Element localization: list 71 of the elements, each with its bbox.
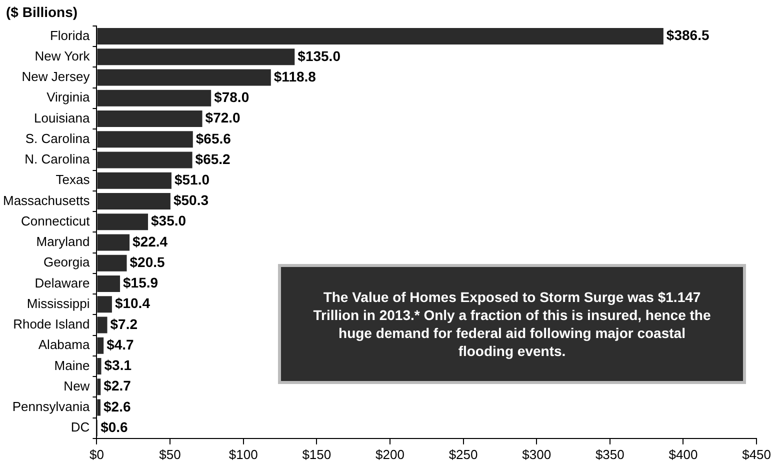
y-tick-label: New York: [34, 48, 90, 64]
y-tick-label: N. Carolina: [24, 152, 90, 167]
data-label: $50.3: [173, 192, 209, 208]
x-tick-label: $300: [522, 446, 552, 462]
bar: [97, 193, 170, 210]
data-label: $51.0: [174, 172, 210, 188]
y-tick-label: Texas: [56, 172, 90, 188]
bar: [97, 152, 192, 168]
data-label: $72.0: [205, 110, 241, 126]
bar: [97, 110, 202, 128]
data-label: $22.4: [132, 233, 168, 250]
bar: [97, 254, 127, 272]
data-label: $20.5: [130, 254, 166, 270]
y-tick-label: DC: [70, 420, 90, 435]
x-tick-label: $400: [668, 446, 698, 462]
data-label: $35.0: [151, 212, 186, 229]
x-tick-label: $250: [448, 446, 478, 462]
x-tick-label: $50: [159, 446, 181, 462]
x-tick-label: $0: [89, 446, 104, 462]
bar: [97, 69, 271, 86]
y-tick-label: Maine: [54, 358, 90, 373]
data-label: $2.7: [104, 378, 132, 394]
bar: [97, 28, 664, 45]
y-tick-label: Florida: [50, 28, 90, 43]
data-label: $3.1: [104, 357, 132, 374]
x-tick-label: $100: [228, 446, 258, 462]
data-label: $7.2: [110, 316, 138, 332]
data-label: $118.8: [274, 68, 316, 84]
y-tick-label: Georgia: [43, 254, 90, 270]
data-label: $10.4: [114, 295, 150, 312]
y-tick-label: New Jersey: [22, 69, 90, 84]
data-label: $2.6: [104, 398, 131, 414]
y-tick-label: Mississippi: [26, 296, 90, 311]
bar: [97, 131, 193, 148]
y-tick-label: New: [64, 378, 90, 394]
bar: [97, 316, 108, 334]
data-label: $65.2: [195, 150, 231, 167]
x-tick-label: $450: [742, 446, 771, 462]
y-tick-label: Massachusetts: [3, 192, 90, 208]
data-label: $15.9: [123, 274, 158, 291]
note-box: The Value of Homes Exposed to Storm Surge was $1.147 Trillion in 2013.* Only a fraction of this is insured, hence the huge demand for federal aid following major coastal flooding events.: [278, 264, 746, 384]
data-label: $386.5: [666, 27, 710, 44]
y-tick-label: Alabama: [38, 337, 90, 352]
x-tick-label: $200: [376, 446, 404, 462]
bar: [97, 234, 130, 251]
y-tick-label: Pennsylvania: [12, 399, 90, 414]
y-tick-label: Connecticut: [21, 213, 90, 228]
bar: [97, 378, 101, 396]
x-tick-label: $150: [302, 446, 332, 462]
data-label: $135.0: [298, 48, 341, 64]
bar: [97, 48, 295, 66]
bar: [97, 399, 101, 416]
y-tick-label: Delaware: [34, 275, 90, 290]
bar: [97, 214, 148, 230]
data-label: $0.6: [100, 418, 128, 435]
y-tick-label: Louisiana: [34, 110, 90, 126]
y-tick-label: S. Carolina: [25, 130, 90, 146]
y-tick-label: Maryland: [36, 234, 90, 250]
y-tick-label: Virginia: [46, 90, 90, 105]
data-label: $65.6: [196, 130, 232, 146]
bar: [97, 276, 120, 292]
x-tick-label: $350: [595, 446, 624, 462]
data-label: $78.0: [214, 89, 250, 106]
bar: [97, 296, 112, 313]
chart-title: ($ Billions): [6, 4, 78, 20]
bar: [97, 358, 102, 374]
bar: [97, 172, 172, 189]
y-tick-label: Rhode Island: [13, 316, 90, 332]
data-label: $4.7: [106, 336, 134, 352]
bar: [97, 90, 212, 106]
bar: [97, 337, 104, 354]
